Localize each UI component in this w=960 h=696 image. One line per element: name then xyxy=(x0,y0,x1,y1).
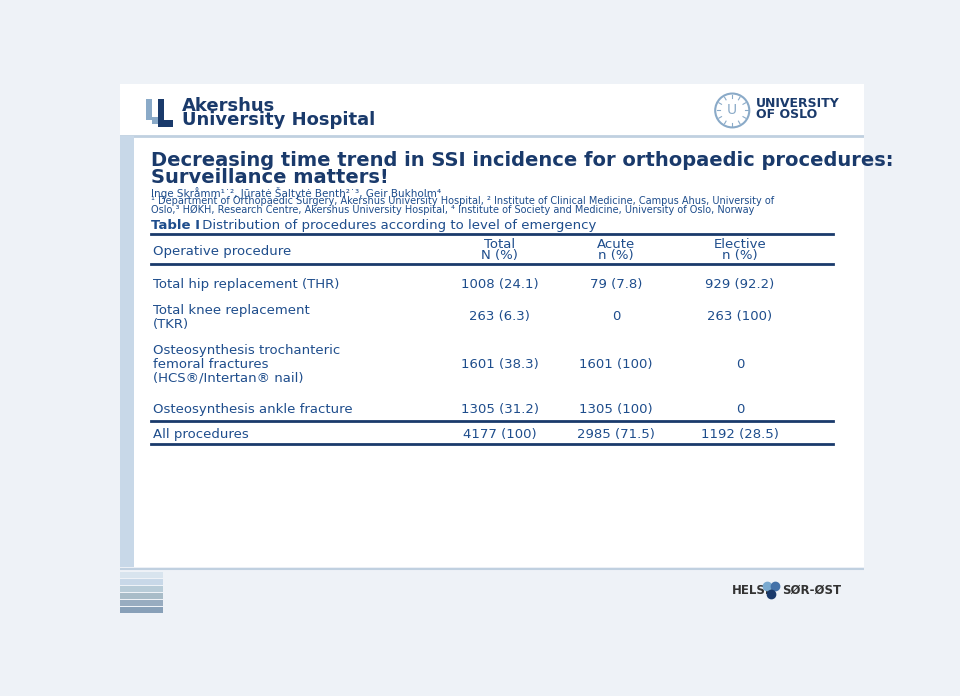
Text: Total: Total xyxy=(484,237,516,251)
FancyArrow shape xyxy=(152,118,164,124)
Text: 263 (6.3): 263 (6.3) xyxy=(469,310,530,323)
Text: OF OSLO: OF OSLO xyxy=(756,108,817,121)
Text: 4177 (100): 4177 (100) xyxy=(463,428,537,441)
Text: Inge Skråmm¹˙², Jūratė Šaltytė Benth²˙³, Geir Bukholm⁴: Inge Skråmm¹˙², Jūratė Šaltytė Benth²˙³,… xyxy=(151,187,442,198)
Text: Decreasing time trend in SSI incidence for orthopaedic procedures:: Decreasing time trend in SSI incidence f… xyxy=(151,151,894,171)
Text: 263 (100): 263 (100) xyxy=(708,310,773,323)
Bar xyxy=(120,579,162,585)
Text: N (%): N (%) xyxy=(481,249,518,262)
Text: (HCS®/Intertan® nail): (HCS®/Intertan® nail) xyxy=(153,372,303,384)
Text: University Hospital: University Hospital xyxy=(182,111,375,129)
Bar xyxy=(120,600,162,606)
Text: 1305 (100): 1305 (100) xyxy=(579,403,653,416)
Text: 2985 (71.5): 2985 (71.5) xyxy=(577,428,655,441)
Text: Acute: Acute xyxy=(597,237,636,251)
Bar xyxy=(120,136,864,567)
Text: 1305 (31.2): 1305 (31.2) xyxy=(461,403,539,416)
Bar xyxy=(120,573,162,578)
Text: Akershus: Akershus xyxy=(182,97,276,116)
Text: Operative procedure: Operative procedure xyxy=(153,245,291,258)
Text: n (%): n (%) xyxy=(722,249,757,262)
Text: 0: 0 xyxy=(612,310,620,323)
Text: 0: 0 xyxy=(735,403,744,416)
Text: Elective: Elective xyxy=(713,237,766,251)
Text: 1601 (38.3): 1601 (38.3) xyxy=(461,358,539,371)
FancyArrow shape xyxy=(146,99,152,120)
Text: Surveillance matters!: Surveillance matters! xyxy=(151,168,389,187)
FancyArrow shape xyxy=(161,120,174,127)
Text: 929 (92.2): 929 (92.2) xyxy=(706,278,775,290)
Text: ¹ Department of Orthopaedic Surgery, Akershus University Hospital, ² Institute o: ¹ Department of Orthopaedic Surgery, Ake… xyxy=(151,196,774,206)
Text: (TKR): (TKR) xyxy=(153,317,189,331)
Text: 0: 0 xyxy=(735,358,744,371)
Text: HELSE: HELSE xyxy=(732,584,774,597)
FancyArrow shape xyxy=(158,99,164,127)
Text: 79 (7.8): 79 (7.8) xyxy=(589,278,642,290)
Text: 1192 (28.5): 1192 (28.5) xyxy=(701,428,779,441)
Text: All procedures: All procedures xyxy=(153,428,249,441)
Text: Table I: Table I xyxy=(151,219,200,232)
Text: 1601 (100): 1601 (100) xyxy=(579,358,653,371)
Text: U: U xyxy=(727,104,737,118)
Text: UNIVERSITY: UNIVERSITY xyxy=(756,97,839,111)
Text: SØR-ØST: SØR-ØST xyxy=(781,584,841,597)
Text: Osteosynthesis trochanteric: Osteosynthesis trochanteric xyxy=(153,344,340,357)
Text: Distribution of procedures according to level of emergency: Distribution of procedures according to … xyxy=(198,219,596,232)
Text: Total knee replacement: Total knee replacement xyxy=(153,303,309,317)
Bar xyxy=(120,84,864,136)
Bar xyxy=(120,586,162,592)
Bar xyxy=(120,593,162,599)
Bar xyxy=(120,136,134,567)
Bar xyxy=(120,607,162,612)
Text: Oslo,³ HØKH, Research Centre, Akershus University Hospital, ⁴ Institute of Socie: Oslo,³ HØKH, Research Centre, Akershus U… xyxy=(151,205,755,214)
Text: Total hip replacement (THR): Total hip replacement (THR) xyxy=(153,278,339,290)
Text: n (%): n (%) xyxy=(598,249,634,262)
Text: femoral fractures: femoral fractures xyxy=(153,358,268,371)
Text: 1008 (24.1): 1008 (24.1) xyxy=(461,278,539,290)
Text: Osteosynthesis ankle fracture: Osteosynthesis ankle fracture xyxy=(153,403,352,416)
